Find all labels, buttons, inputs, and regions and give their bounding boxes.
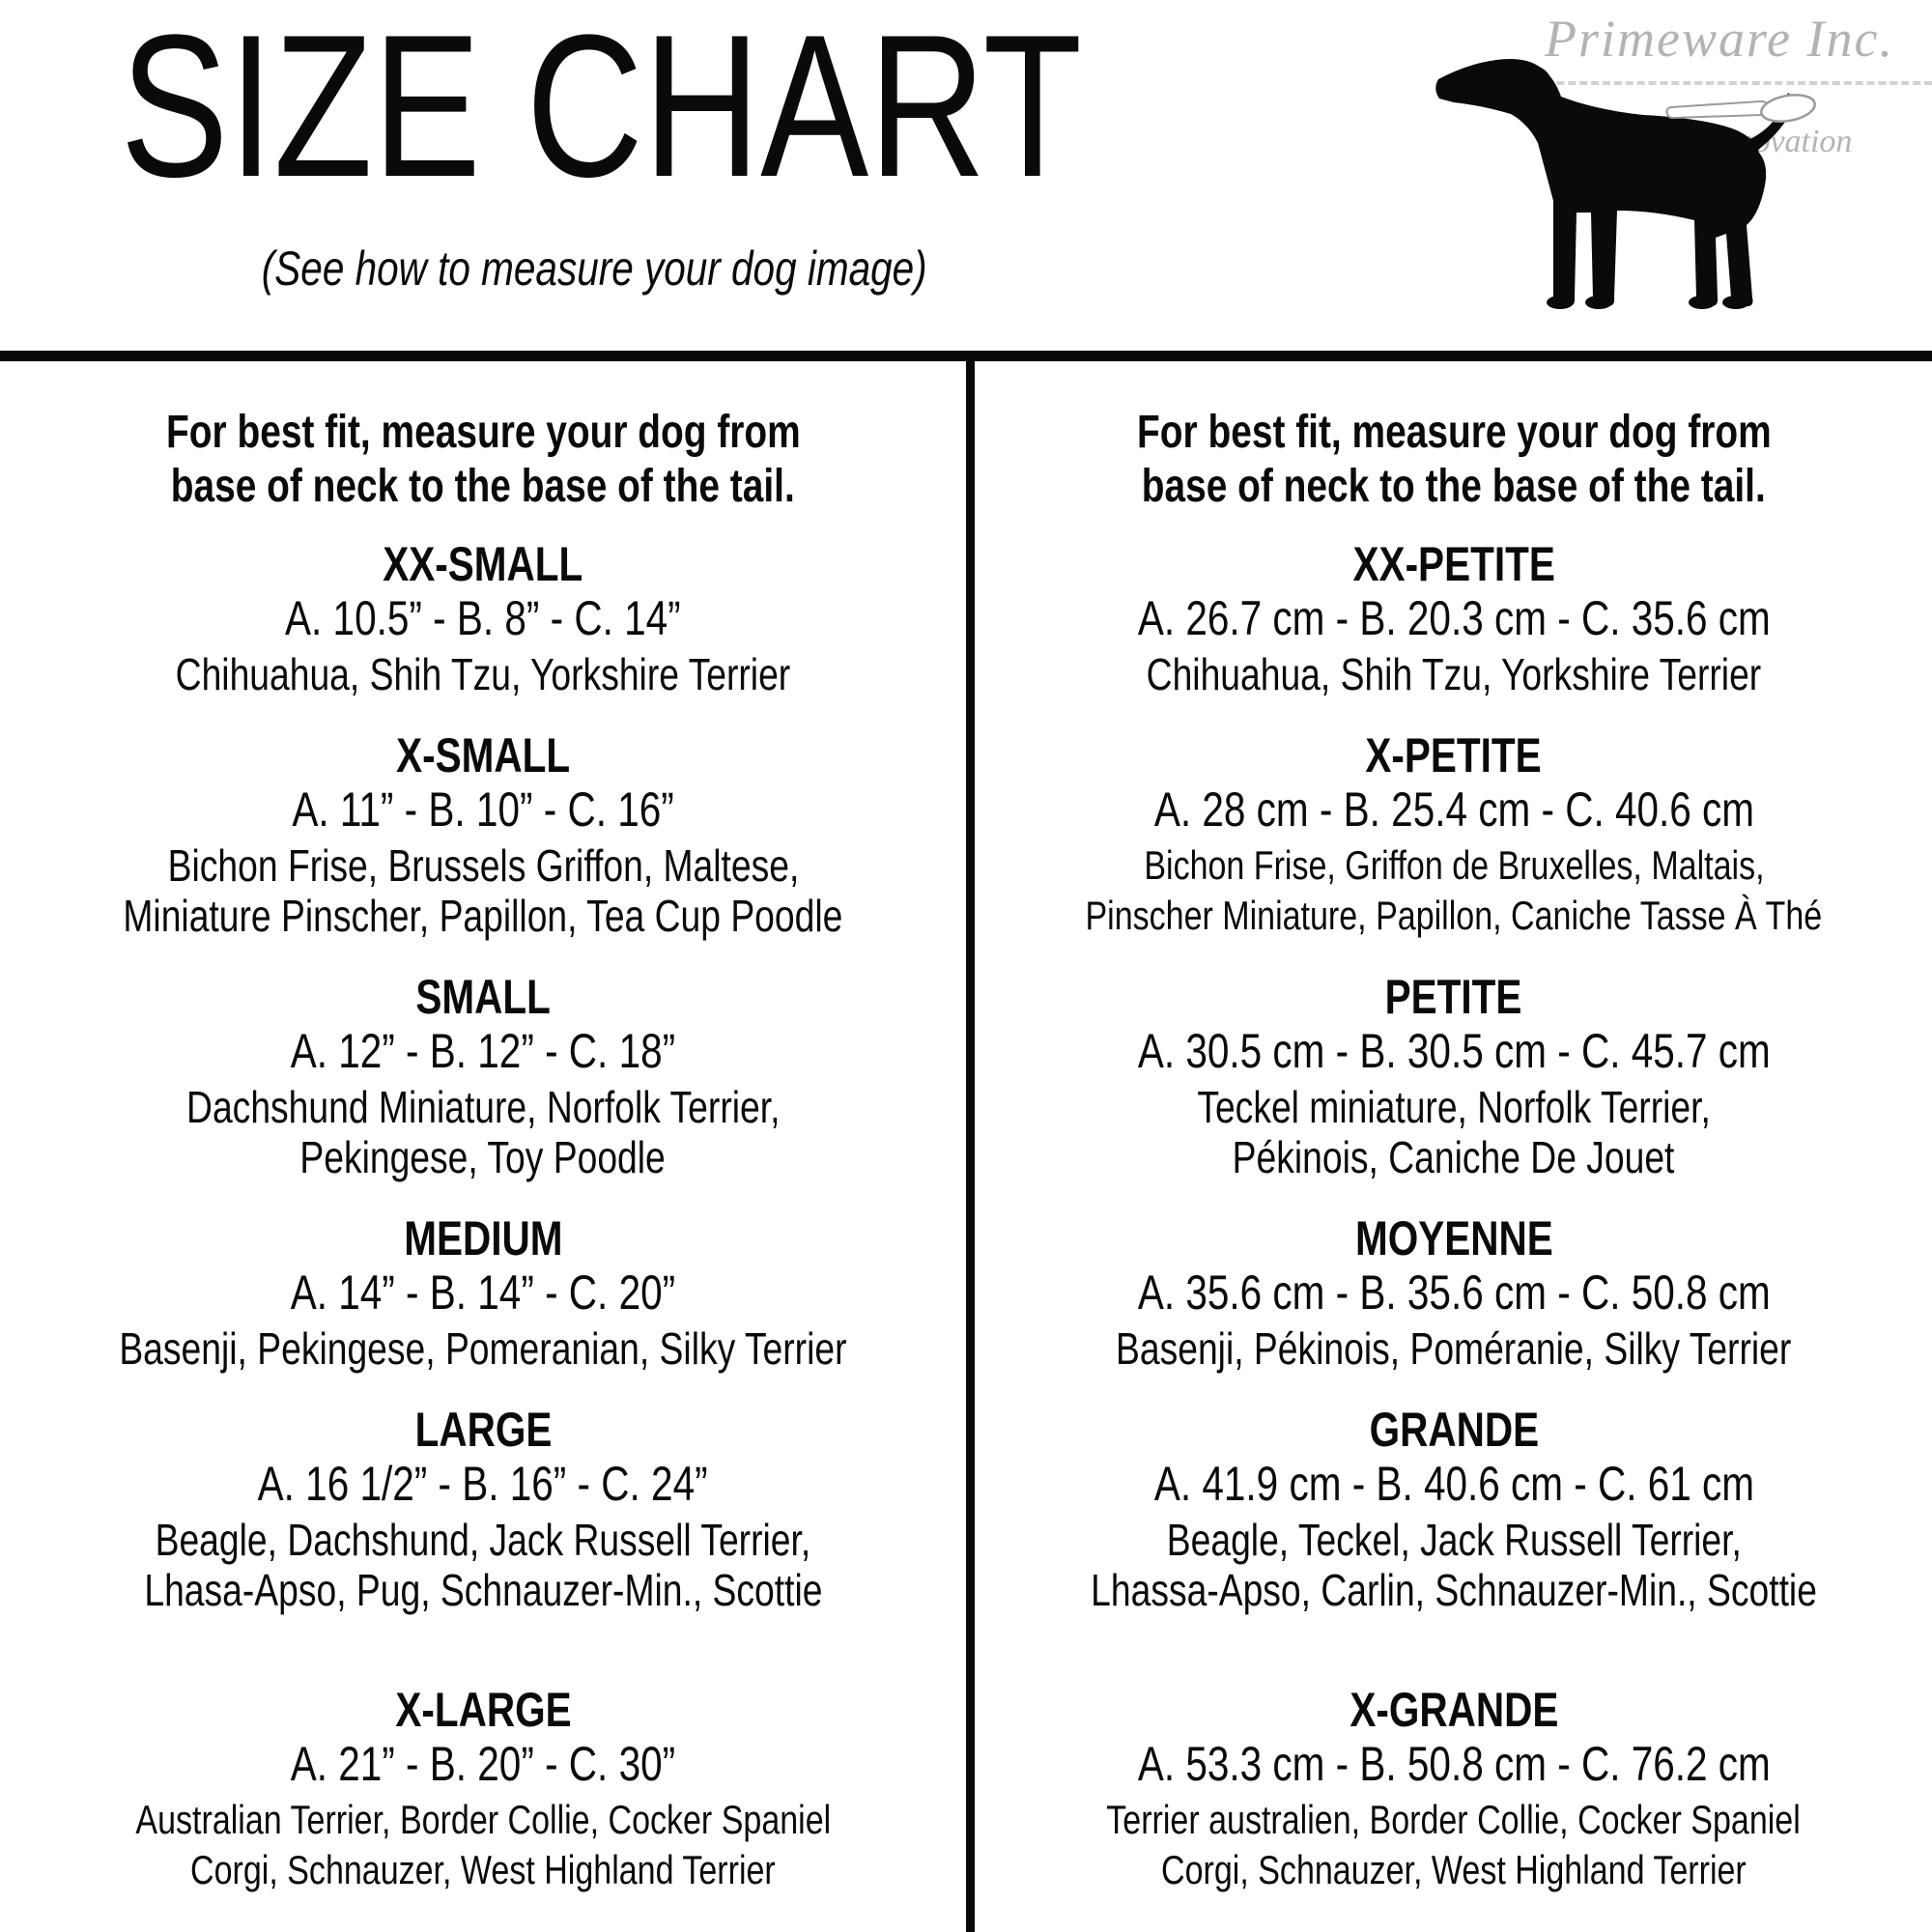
size-measurements: A. 16 1/2” - B. 16” - C. 24” [258,1457,708,1511]
size-breeds: Bichon Frise, Griffon de Bruxelles, Malt… [984,840,1923,941]
size-measurements: A. 28 cm - B. 25.4 cm - C. 40.6 cm [1153,782,1754,837]
measure-instructions-line2: base of neck to the base of the tail. [170,461,795,512]
breeds-line: Dachshund Miniature, Norfolk Terrier, [185,1082,781,1132]
size-block-x-small: X-SMALL A. 11” - B. 10” - C. 16” Bichon … [10,730,956,941]
size-breeds: Teckel miniature, Norfolk Terrier, Pékin… [984,1082,1923,1182]
measure-instructions: For best fit, measure your dog from base… [984,406,1923,514]
size-name: GRANDE [1369,1403,1539,1457]
size-measurements: A. 35.6 cm - B. 35.6 cm - C. 50.8 cm [1137,1265,1771,1320]
breeds-line: Chihuahua, Shih Tzu, Yorkshire Terrier [1146,649,1762,699]
size-name: XX-PETITE [1352,537,1555,591]
breeds-line: Terrier australien, Border Collie, Cocke… [1106,1797,1802,1842]
size-measurements: A. 26.7 cm - B. 20.3 cm - C. 35.6 cm [1137,591,1771,645]
breeds-line: Basenji, Pékinois, Poméranie, Silky Terr… [1116,1323,1792,1374]
measure-instructions: For best fit, measure your dog from base… [10,406,956,514]
size-name: MOYENNE [1354,1211,1553,1265]
size-name: LARGE [414,1403,552,1457]
size-name: X-SMALL [395,728,570,782]
size-breeds: Beagle, Teckel, Jack Russell Terrier, Lh… [984,1515,1923,1615]
logo-company-name: Primeware Inc. [1545,10,1894,68]
breeds-line: Pekingese, Toy Poodle [299,1132,667,1182]
breeds-line: Chihuahua, Shih Tzu, Yorkshire Terrier [175,649,791,699]
size-block-large: LARGE A. 16 1/2” - B. 16” - C. 24” Beagl… [10,1405,956,1615]
column-divider [966,361,975,1932]
column-metric: For best fit, measure your dog from base… [984,361,1923,1895]
breeds-line: Corgi, Schnauzer, West Highland Terrier [190,1847,776,1892]
size-block-xx-petite: XX-PETITE A. 26.7 cm - B. 20.3 cm - C. 3… [984,539,1923,699]
size-measurements: A. 14” - B. 14” - C. 20” [290,1265,676,1320]
size-block-x-large: X-LARGE A. 21” - B. 20” - C. 30” Austral… [10,1685,956,1895]
breeds-line: Australian Terrier, Border Collie, Cocke… [135,1797,831,1842]
page-title: SIZE CHART [0,0,1188,213]
size-block-xx-small: XX-SMALL A. 10.5” - B. 8” - C. 14” Chihu… [10,539,956,699]
size-block-small: SMALL A. 12” - B. 12” - C. 18” Dachshund… [10,972,956,1182]
size-measurements: A. 12” - B. 12” - C. 18” [290,1024,676,1078]
size-name: MEDIUM [403,1211,563,1265]
size-block-x-petite: X-PETITE A. 28 cm - B. 25.4 cm - C. 40.6… [984,730,1923,941]
breeds-line: Corgi, Schnauzer, West Highland Terrier [1161,1847,1747,1892]
size-measurements: A. 21” - B. 20” - C. 30” [290,1737,676,1791]
size-block-medium: MEDIUM A. 14” - B. 14” - C. 20” Basenji,… [10,1213,956,1374]
breeds-line: Beagle, Teckel, Jack Russell Terrier, [1166,1515,1742,1565]
size-breeds: Australian Terrier, Border Collie, Cocke… [10,1795,956,1895]
size-name: X-LARGE [394,1683,572,1737]
page-subtitle-text: (See how to measure your dog image) [261,242,927,296]
size-breeds: Bichon Frise, Brussels Griffon, Maltese,… [10,840,956,941]
breeds-line: Pékinois, Caniche De Jouet [1233,1132,1675,1182]
breeds-line: Teckel miniature, Norfolk Terrier, [1197,1082,1711,1132]
size-measurements: A. 11” - B. 10” - C. 16” [292,782,674,837]
size-measurements: A. 53.3 cm - B. 50.8 cm - C. 76.2 cm [1137,1737,1771,1791]
size-block-petite: PETITE A. 30.5 cm - B. 30.5 cm - C. 45.7… [984,972,1923,1182]
size-breeds: Beagle, Dachshund, Jack Russell Terrier,… [10,1515,956,1615]
size-block-x-grande: X-GRANDE A. 53.3 cm - B. 50.8 cm - C. 76… [984,1685,1923,1895]
breeds-line: Lhasa-Apso, Pug, Schnauzer-Min., Scottie [143,1565,823,1615]
breeds-line: Basenji, Pekingese, Pomeranian, Silky Te… [119,1323,847,1374]
size-measurements: A. 30.5 cm - B. 30.5 cm - C. 45.7 cm [1137,1024,1771,1078]
breeds-line: Lhassa-Apso, Carlin, Schnauzer-Min., Sco… [1091,1565,1817,1615]
size-name: XX-SMALL [383,537,583,591]
logo-divider [1488,81,1932,85]
measure-instructions-line2: base of neck to the base of the tail. [1141,461,1766,512]
column-imperial: For best fit, measure your dog from base… [10,361,956,1895]
size-block-moyenne: MOYENNE A. 35.6 cm - B. 35.6 cm - C. 50.… [984,1213,1923,1374]
dog-silhouette-icon [1435,59,1798,309]
size-breeds: Terrier australien, Border Collie, Cocke… [984,1795,1923,1895]
size-name: X-GRANDE [1349,1683,1559,1737]
size-breeds: Chihuahua, Shih Tzu, Yorkshire Terrier [984,649,1923,699]
horizontal-divider [0,351,1932,361]
size-name: X-PETITE [1365,728,1543,782]
size-breeds: Chihuahua, Shih Tzu, Yorkshire Terrier [10,649,956,699]
size-measurements: A. 10.5” - B. 8” - C. 14” [285,591,681,645]
size-breeds: Dachshund Miniature, Norfolk Terrier, Pe… [10,1082,956,1182]
size-block-grande: GRANDE A. 41.9 cm - B. 40.6 cm - C. 61 c… [984,1405,1923,1615]
measure-instructions-line1: For best fit, measure your dog from [165,407,801,458]
breeds-line: Pinscher Miniature, Papillon, Caniche Ta… [1085,893,1823,938]
size-measurements: A. 41.9 cm - B. 40.6 cm - C. 61 cm [1153,1457,1754,1511]
size-name: PETITE [1385,970,1522,1024]
page-title-text: SIZE CHART [120,0,1083,219]
size-breeds: Basenji, Pekingese, Pomeranian, Silky Te… [10,1323,956,1374]
breeds-line: Bichon Frise, Brussels Griffon, Maltese, [167,840,799,891]
page-subtitle: (See how to measure your dog image) [0,242,1188,296]
measure-instructions-line1: For best fit, measure your dog from [1136,407,1772,458]
breeds-line: Bichon Frise, Griffon de Bruxelles, Malt… [1143,842,1765,888]
spoon-icon [1665,94,1816,123]
size-name: SMALL [415,970,551,1024]
breeds-line: Beagle, Dachshund, Jack Russell Terrier, [155,1515,811,1565]
breeds-line: Miniature Pinscher, Papillon, Tea Cup Po… [123,891,843,941]
size-breeds: Basenji, Pékinois, Poméranie, Silky Terr… [984,1323,1923,1374]
